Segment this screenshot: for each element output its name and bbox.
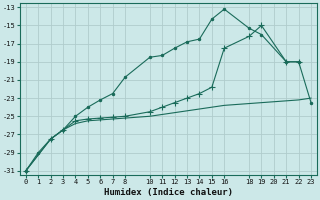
X-axis label: Humidex (Indice chaleur): Humidex (Indice chaleur) <box>104 188 233 197</box>
